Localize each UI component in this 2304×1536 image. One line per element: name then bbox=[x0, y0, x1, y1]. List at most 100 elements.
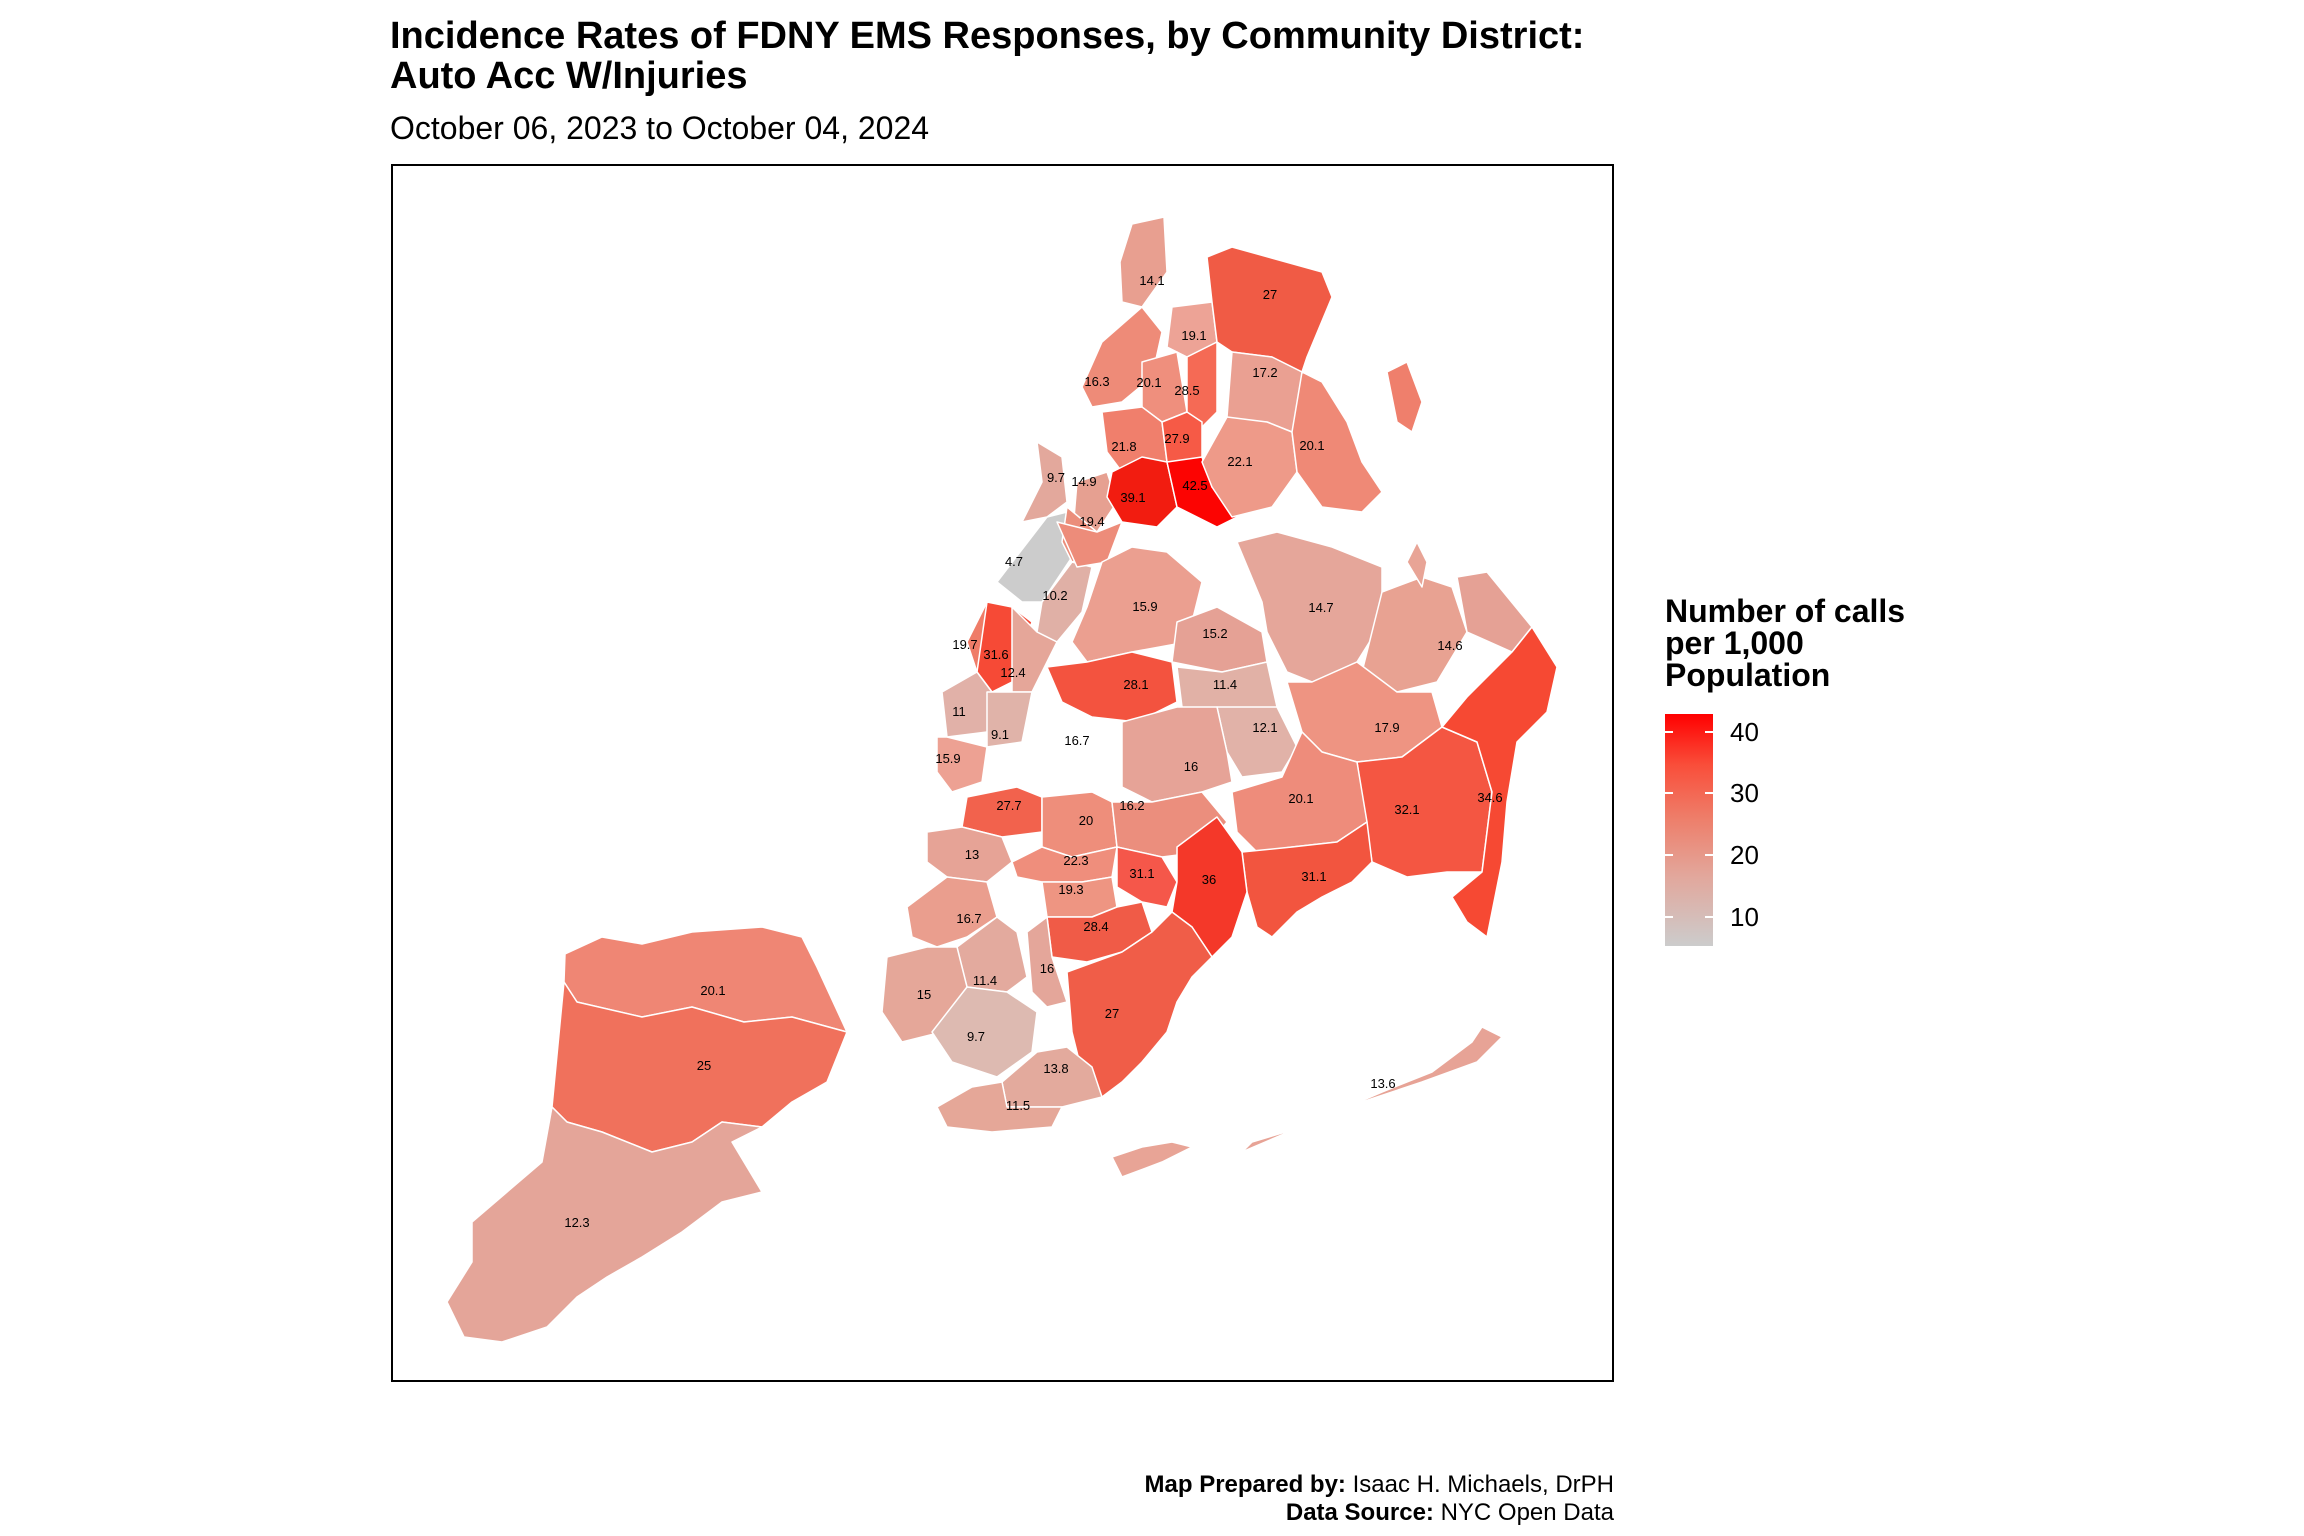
district-shape bbox=[931, 986, 1038, 1078]
district-shape bbox=[986, 691, 1033, 748]
district-value-label: 39.1 bbox=[1120, 490, 1145, 505]
district-value-label: 31.1 bbox=[1301, 869, 1326, 884]
district-shape bbox=[1106, 456, 1178, 528]
legend-tick-label: 20 bbox=[1730, 840, 1759, 870]
legend-tick-mark bbox=[1665, 854, 1673, 856]
district-value-label: 16.7 bbox=[956, 911, 981, 926]
district-shape bbox=[1121, 706, 1233, 803]
district-value-label: 20.1 bbox=[700, 983, 725, 998]
district-value-label: 14.1 bbox=[1139, 273, 1164, 288]
credit-data-source: Data Source: NYC Open Data bbox=[1286, 1500, 1614, 1526]
district-value-label: 13 bbox=[965, 847, 979, 862]
district-shape bbox=[936, 1081, 1063, 1133]
district-value-label: 19.1 bbox=[1181, 328, 1206, 343]
district-value-label: 14.6 bbox=[1437, 638, 1462, 653]
district-value-label: 9.7 bbox=[1047, 470, 1065, 485]
district-value-label: 14.7 bbox=[1308, 600, 1333, 615]
district-shape bbox=[1116, 846, 1178, 908]
district-value-label: 10.2 bbox=[1042, 588, 1067, 603]
district-shape bbox=[1071, 546, 1203, 663]
district-value-label: 20.1 bbox=[1299, 438, 1324, 453]
district-value-label: 17.2 bbox=[1252, 365, 1277, 380]
credit-prepared-by: Map Prepared by: Isaac H. Michaels, DrPH bbox=[1145, 1472, 1614, 1498]
legend-tick-label: 30 bbox=[1730, 778, 1759, 808]
district-value-label: 11 bbox=[952, 704, 966, 719]
district-shape bbox=[1056, 521, 1123, 568]
district-value-label: 13.6 bbox=[1370, 1076, 1395, 1091]
district-shape bbox=[1291, 371, 1383, 513]
district-value-label: 20.1 bbox=[1288, 791, 1313, 806]
district-value-label: 12.3 bbox=[564, 1215, 589, 1230]
district-value-label: 31.1 bbox=[1129, 866, 1154, 881]
district-value-label: 15.9 bbox=[1132, 599, 1157, 614]
district-value-label: 28.1 bbox=[1123, 677, 1148, 692]
district-value-label: 19.4 bbox=[1079, 514, 1104, 529]
district-value-label: 36 bbox=[1202, 872, 1216, 887]
district-value-label: 16.3 bbox=[1084, 374, 1109, 389]
district-shape bbox=[1046, 651, 1178, 723]
district-value-label: 27.7 bbox=[996, 798, 1021, 813]
district-value-label: 11.4 bbox=[973, 973, 997, 988]
district-value-label: 11.5 bbox=[1006, 1098, 1030, 1113]
map-panel: 14.1 27 19.1 17.2 16.3 20.1 28.5 20.1 21.8 27.9 22… bbox=[391, 164, 1614, 1382]
district-shape bbox=[1386, 361, 1423, 433]
district-shape bbox=[1021, 441, 1068, 523]
legend-tick-mark bbox=[1705, 731, 1713, 733]
district-value-label: 32.1 bbox=[1394, 802, 1419, 817]
legend-tick-label: 10 bbox=[1730, 902, 1759, 932]
district-value-label: 28.4 bbox=[1083, 919, 1108, 934]
map-title: Incidence Rates of FDNY EMS Responses, b… bbox=[390, 15, 1585, 97]
credit-prepared-value: Isaac H. Michaels, DrPH bbox=[1345, 1471, 1614, 1498]
district-value-label: 25 bbox=[697, 1058, 711, 1073]
credit-source-value: NYC Open Data bbox=[1433, 1499, 1614, 1526]
district-value-label: 22.3 bbox=[1063, 853, 1088, 868]
district-shape bbox=[936, 736, 988, 793]
district-value-label: 21.8 bbox=[1111, 439, 1136, 454]
district-shape bbox=[906, 876, 998, 948]
district-value-label: 12.1 bbox=[1252, 720, 1277, 735]
district-value-label: 22.1 bbox=[1227, 454, 1252, 469]
district-shape bbox=[1161, 411, 1203, 463]
district-shape bbox=[1441, 626, 1558, 938]
district-value-label: 14.9 bbox=[1071, 474, 1096, 489]
district-shape bbox=[926, 826, 1013, 883]
district-value-label: 16.7 bbox=[1064, 733, 1089, 748]
legend-tick-label: 40 bbox=[1730, 717, 1759, 747]
district-value-label: 20 bbox=[1079, 813, 1093, 828]
legend-title: Number of calls per 1,000 Population bbox=[1665, 593, 1906, 693]
legend-tick-mark bbox=[1705, 916, 1713, 918]
district-shape bbox=[1241, 1026, 1503, 1153]
district-shape bbox=[1406, 541, 1428, 588]
district-value-label: 15.2 bbox=[1202, 626, 1227, 641]
district-shape bbox=[446, 1106, 763, 1343]
credit-prepared-label: Map Prepared by: bbox=[1144, 1471, 1346, 1498]
district-value-label: 27.9 bbox=[1164, 431, 1189, 446]
legend-tick-mark bbox=[1665, 731, 1673, 733]
district-shape bbox=[1026, 916, 1068, 1008]
district-value-label: 4.7 bbox=[1005, 554, 1023, 569]
district-value-label: 19.3 bbox=[1058, 882, 1083, 897]
map-subtitle: October 06, 2023 to October 04, 2024 bbox=[390, 110, 930, 146]
district-shape bbox=[1111, 1141, 1193, 1178]
district-value-label: 15 bbox=[917, 987, 931, 1002]
nyc-district-map: 14.1 27 19.1 17.2 16.3 20.1 28.5 20.1 21.8 27.9 22… bbox=[446, 216, 1558, 1343]
district-value-label: 28.5 bbox=[1174, 383, 1199, 398]
district-value-label: 16.2 bbox=[1119, 798, 1144, 813]
district-value-label: 16 bbox=[1184, 759, 1198, 774]
district-value-label: 9.7 bbox=[967, 1029, 985, 1044]
legend-tick-mark bbox=[1665, 792, 1673, 794]
district-value-label: 20.1 bbox=[1136, 375, 1161, 390]
legend-tick-mark bbox=[1705, 854, 1713, 856]
district-value-label: 12.4 bbox=[1000, 665, 1025, 680]
district-value-label: 16 bbox=[1040, 961, 1054, 976]
district-value-label: 17.9 bbox=[1374, 720, 1399, 735]
district-value-label: 27 bbox=[1105, 1006, 1119, 1021]
district-value-label: 42.5 bbox=[1182, 478, 1207, 493]
district-shape bbox=[941, 671, 993, 738]
credit-source-label: Data Source: bbox=[1285, 1499, 1434, 1526]
legend-colorbar bbox=[1665, 714, 1713, 946]
district-value-label: 13.8 bbox=[1043, 1061, 1068, 1076]
district-shape bbox=[1119, 216, 1168, 308]
district-shape bbox=[1186, 341, 1218, 433]
district-shape bbox=[1011, 606, 1058, 693]
